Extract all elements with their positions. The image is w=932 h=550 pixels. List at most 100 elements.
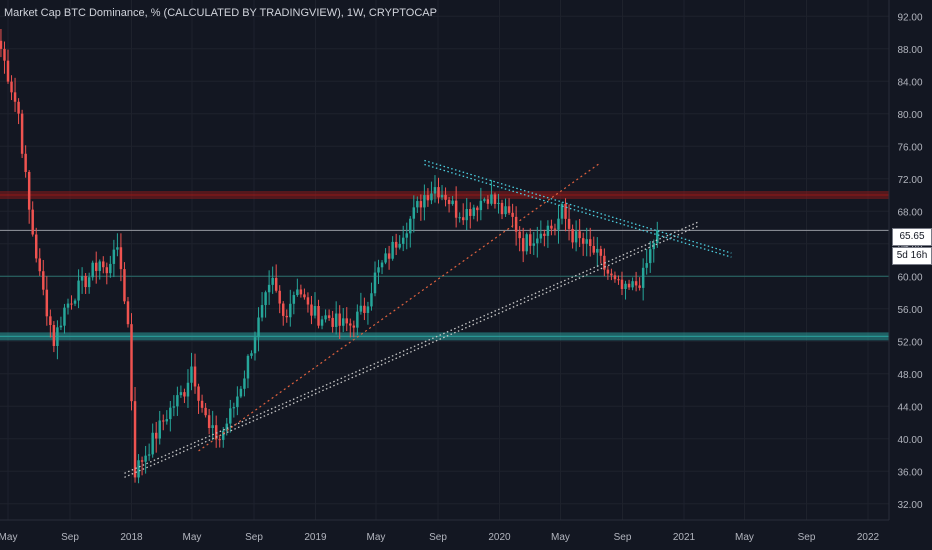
candle-body [479,200,483,211]
candle-body [246,355,250,379]
time-axis-label: May [0,532,17,543]
candle-body [518,231,521,239]
candle-body [80,275,84,281]
candle-body [303,294,306,298]
price-axis-label: 76.00 [897,142,922,153]
candle-body [38,258,41,272]
candle-body [458,217,461,219]
trendlines[interactable] [124,159,732,478]
price-axis-label: 88.00 [897,45,922,56]
candle-body [511,212,514,217]
candle-body [387,253,391,259]
candle-body [465,209,468,221]
candle-body [137,460,140,478]
candle-body [444,194,447,200]
candle-body [426,195,430,201]
candle-body [222,430,225,440]
candle-body [437,187,440,198]
candle-body [130,324,133,402]
candle-body [571,228,574,243]
candle-body [10,81,13,93]
candle-body [211,425,214,428]
candle-body [147,454,151,456]
candle-body [274,277,278,291]
last-price-tag: 65.65 [892,228,932,246]
candle-body [158,420,161,439]
candle-body [486,199,490,204]
candle-body [652,243,655,250]
candle-body [599,248,603,256]
candle-body [405,233,408,238]
price-axis-label: 36.00 [897,467,922,478]
candle-body [472,207,476,216]
candle-body [165,419,169,422]
price-axis-label: 80.00 [897,110,922,121]
candle-body [243,378,246,389]
time-axis-label: 2022 [857,532,880,543]
price-axis[interactable]: 32.00 36.00 40.00 44.00 48.00 52.00 56.00 60.00… [897,12,922,511]
candle-body [218,439,221,441]
candle-body [430,193,433,201]
time-axis-label: Sep [614,532,632,543]
candle-body [656,230,659,244]
candle-body [179,392,183,396]
candlestick-series[interactable] [0,28,659,484]
candle-body [606,269,610,274]
candle-body [514,216,518,232]
candle-body [49,316,52,326]
candle-body [59,325,63,328]
candle-body [94,262,98,271]
time-axis[interactable]: May Sep 2018 May Sep 2019 May Sep 2020 May Sep 2021… [0,532,880,543]
candle-body [546,225,550,236]
candle-body [119,247,123,270]
candle-body [610,273,613,276]
price-axis-label: 40.00 [897,435,922,446]
candle-body [536,238,539,244]
candle-body [105,267,109,274]
time-axis-label: 2019 [304,532,327,543]
candle-body [236,396,239,408]
candle-body [313,306,317,316]
candle-body [553,228,557,230]
candle-body [557,218,560,230]
candle-body [232,407,236,409]
candle-body [126,301,130,325]
candle-body [543,233,546,236]
candle-body [366,306,370,313]
trendline [124,220,700,474]
candle-body [359,305,363,312]
candle-body [225,423,229,431]
candle-body [391,241,394,259]
candle-body [370,293,373,307]
candle-body [398,243,401,248]
candle-body [627,283,631,288]
candle-body [493,194,497,204]
candle-body [176,395,179,407]
candle-body [278,290,281,304]
price-axis-label: 56.00 [897,305,922,316]
candle-body [31,209,34,235]
bar-countdown-tag: 5d 16h [892,247,932,265]
candle-body [507,206,511,213]
candle-body [451,200,454,205]
candle-body [384,253,387,263]
candle-body [84,275,87,288]
candle-body [87,277,91,288]
candle-body [447,199,451,205]
candle-body [349,323,352,326]
candle-body [567,218,571,229]
candle-body [454,200,458,218]
candle-body [229,408,232,424]
candle-body [363,305,366,313]
candle-body [63,307,66,326]
candle-body [285,315,289,318]
candle-body [423,195,426,208]
candle-body [207,415,211,428]
price-axis-label: 68.00 [897,207,922,218]
candle-body [151,432,154,455]
trendline [424,159,732,254]
candle-body [116,247,119,250]
candle-body [13,92,17,102]
candle-body [504,206,507,215]
